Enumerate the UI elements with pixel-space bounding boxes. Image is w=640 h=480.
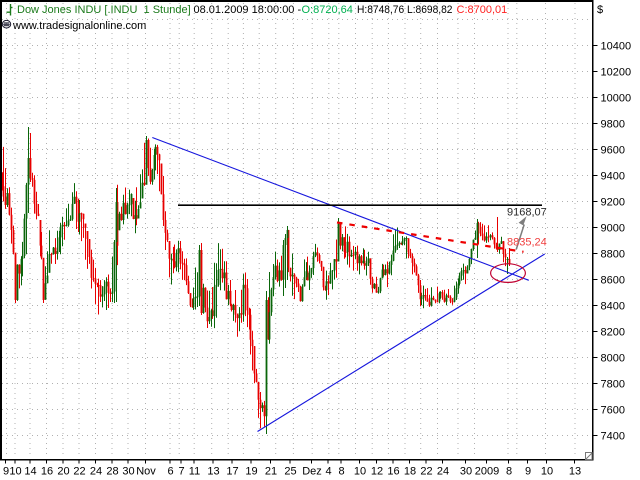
- svg-text:9400: 9400: [601, 171, 625, 183]
- svg-text:18: 18: [404, 466, 416, 478]
- svg-text:19: 19: [245, 466, 257, 478]
- svg-text:9: 9: [3, 466, 9, 478]
- svg-text:10: 10: [354, 466, 366, 478]
- svg-text:7600: 7600: [601, 405, 625, 417]
- svg-text:08.01.2009 18:00:00 -: 08.01.2009 18:00:00 -: [194, 4, 302, 16]
- svg-text:28: 28: [106, 466, 118, 478]
- svg-text:24: 24: [437, 466, 449, 478]
- svg-text:8200: 8200: [601, 327, 625, 339]
- svg-text:25: 25: [284, 466, 296, 478]
- svg-text:Dow Jones INDU [.INDU 1 Stund: Dow Jones INDU [.INDU 1 Stunde]: [17, 4, 191, 16]
- svg-text:7: 7: [178, 466, 184, 478]
- svg-text:8: 8: [506, 466, 512, 478]
- svg-text:Nov: Nov: [136, 466, 156, 478]
- svg-text:24: 24: [90, 466, 102, 478]
- svg-text:21: 21: [265, 466, 277, 478]
- svg-text:10400: 10400: [601, 41, 632, 53]
- svg-text:13: 13: [207, 466, 219, 478]
- svg-text:11: 11: [189, 466, 200, 478]
- svg-text:10: 10: [9, 466, 21, 478]
- svg-text:12: 12: [371, 466, 383, 478]
- svg-text:4: 4: [325, 466, 331, 478]
- svg-text:16: 16: [41, 466, 53, 478]
- svg-text:9600: 9600: [601, 145, 625, 157]
- svg-text:9200: 9200: [601, 197, 625, 209]
- svg-text:14: 14: [24, 466, 36, 478]
- svg-text:8: 8: [338, 466, 344, 478]
- svg-text:20: 20: [57, 466, 69, 478]
- svg-text:22: 22: [420, 466, 432, 478]
- svg-text:6: 6: [167, 466, 173, 478]
- svg-text:7400: 7400: [601, 431, 625, 443]
- svg-text:16: 16: [387, 466, 399, 478]
- svg-text:www.tradesignalonline.com: www.tradesignalonline.com: [12, 20, 146, 32]
- svg-text:22: 22: [73, 466, 85, 478]
- svg-text:10: 10: [541, 466, 553, 478]
- svg-text:10000: 10000: [601, 93, 632, 105]
- svg-text:17: 17: [226, 466, 238, 478]
- svg-text:30: 30: [460, 466, 472, 478]
- svg-text:9: 9: [525, 466, 531, 478]
- svg-text:30: 30: [122, 466, 134, 478]
- svg-text:10200: 10200: [601, 67, 632, 79]
- svg-text:$: $: [597, 4, 603, 16]
- svg-text:Dez: Dez: [302, 466, 322, 478]
- svg-text:O:8720,64: O:8720,64: [302, 4, 353, 16]
- svg-text:8835,24: 8835,24: [507, 237, 547, 249]
- svg-text:8800: 8800: [601, 249, 625, 261]
- svg-text:C:8700,01: C:8700,01: [457, 4, 508, 16]
- svg-text:H:8748,76 L:8698,82: H:8748,76 L:8698,82: [357, 4, 453, 16]
- svg-text:7800: 7800: [601, 379, 625, 391]
- svg-text:8400: 8400: [601, 301, 625, 313]
- svg-text:9800: 9800: [601, 119, 625, 131]
- svg-text:8000: 8000: [601, 353, 625, 365]
- svg-text:9000: 9000: [601, 223, 625, 235]
- svg-text:2009: 2009: [475, 466, 499, 478]
- svg-text:9168,07: 9168,07: [507, 207, 547, 219]
- svg-text:8600: 8600: [601, 275, 625, 287]
- svg-text:13: 13: [569, 466, 581, 478]
